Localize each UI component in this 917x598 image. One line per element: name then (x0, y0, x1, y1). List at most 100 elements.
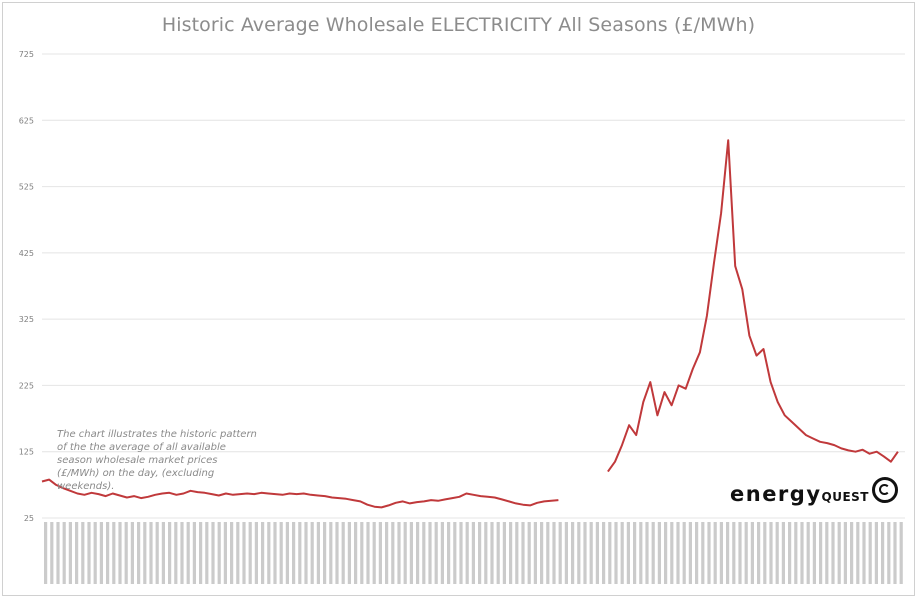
x-tick-label (50, 522, 54, 584)
x-tick-label (223, 522, 227, 584)
x-tick-label (316, 522, 320, 584)
x-tick-label (118, 522, 122, 584)
x-tick-label (825, 522, 829, 584)
x-tick-label (403, 522, 407, 584)
x-tick-label (130, 522, 134, 584)
x-tick-label (602, 522, 606, 584)
x-tick-label (378, 522, 382, 584)
x-tick-label (323, 522, 327, 584)
x-tick-label (546, 522, 550, 584)
x-tick-label (416, 522, 420, 584)
x-tick-label (341, 522, 345, 584)
y-tick-label: 525 (19, 183, 34, 192)
x-tick-label (688, 522, 692, 584)
x-tick-label (509, 522, 513, 584)
x-tick-label (273, 522, 277, 584)
x-tick-label (831, 522, 835, 584)
x-tick-label (502, 522, 506, 584)
x-tick-label (521, 522, 525, 584)
x-tick-label (93, 522, 97, 584)
x-tick-label (571, 522, 575, 584)
x-tick-label (211, 522, 215, 584)
x-tick-label (180, 522, 184, 584)
x-tick-label (583, 522, 587, 584)
chart-annotation: The chart illustrates the historic patte… (57, 429, 257, 492)
x-tick-label (682, 522, 686, 584)
x-tick-label (205, 522, 209, 584)
logo-sub: QUEST (821, 490, 869, 504)
x-tick-label (763, 522, 767, 584)
x-tick-label (589, 522, 593, 584)
x-tick-label (478, 522, 482, 584)
x-tick-label (465, 522, 469, 584)
x-tick-label (775, 522, 779, 584)
x-tick-label (44, 522, 48, 584)
x-tick-label (496, 522, 500, 584)
x-tick-label (515, 522, 519, 584)
x-tick-label (806, 522, 810, 584)
x-tick-label (738, 522, 742, 584)
x-tick-label (899, 522, 903, 584)
x-tick-label (788, 522, 792, 584)
x-tick-label (453, 522, 457, 584)
series-lines (41, 139, 899, 509)
x-tick-label (484, 522, 488, 584)
energyquest-logo: energyQUEST (730, 477, 898, 511)
x-tick-label (391, 522, 395, 584)
x-tick-label (552, 522, 556, 584)
x-tick-label (713, 522, 717, 584)
x-tick-label (56, 522, 60, 584)
x-tick-label (657, 522, 661, 584)
x-tick-label (614, 522, 618, 584)
x-tick-label (106, 522, 110, 584)
x-tick-label (856, 522, 860, 584)
x-tick-label (440, 522, 444, 584)
x-tick-label (670, 522, 674, 584)
x-tick-label (298, 522, 302, 584)
gridlines (42, 53, 905, 519)
x-tick-label (794, 522, 798, 584)
x-tick-label (837, 522, 841, 584)
x-tick-label (726, 522, 730, 584)
x-tick-label (862, 522, 866, 584)
x-tick-label (310, 522, 314, 584)
x-tick-label (620, 522, 624, 584)
x-tick-label (707, 522, 711, 584)
x-tick-label (397, 522, 401, 584)
x-tick-label (75, 522, 79, 584)
x-tick-label (242, 522, 246, 584)
x-tick-label (149, 522, 153, 584)
x-tick-label (354, 522, 358, 584)
x-tick-label (217, 522, 221, 584)
x-tick-label (174, 522, 178, 584)
x-tick-label (372, 522, 376, 584)
x-tick-label (881, 522, 885, 584)
x-tick-label (155, 522, 159, 584)
x-tick-label (744, 522, 748, 584)
x-tick-label (137, 522, 141, 584)
x-tick-label (428, 522, 432, 584)
x-tick-label (893, 522, 897, 584)
x-tick-label (335, 522, 339, 584)
x-tick-label (639, 522, 643, 584)
x-tick-label (868, 522, 872, 584)
x-tick-label (595, 522, 599, 584)
x-tick-label (161, 522, 165, 584)
x-tick-label (99, 522, 103, 584)
x-tick-label (347, 522, 351, 584)
x-tick-label (261, 522, 265, 584)
x-tick-label (651, 522, 655, 584)
x-tick-label (385, 522, 389, 584)
x-tick-label (279, 522, 283, 584)
x-tick-label (527, 522, 531, 584)
series-line-1 (41, 478, 559, 509)
x-tick-label (112, 522, 116, 584)
x-tick-label (577, 522, 581, 584)
x-tick-label (360, 522, 364, 584)
x-tick-label (304, 522, 308, 584)
x-tick-label (608, 522, 612, 584)
x-tick-label (819, 522, 823, 584)
x-tick-label (422, 522, 426, 584)
x-tick-label (434, 522, 438, 584)
